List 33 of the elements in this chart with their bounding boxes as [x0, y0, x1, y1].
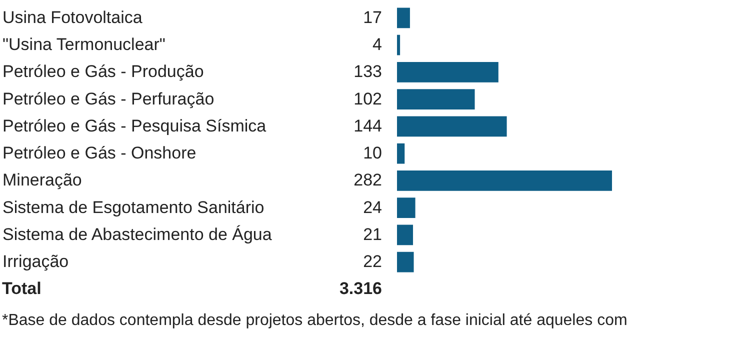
data-label: 282: [354, 170, 382, 190]
bar: [397, 116, 507, 137]
bar: [397, 224, 414, 246]
data-label: 144: [354, 116, 382, 136]
bar: [397, 62, 498, 82]
bar: [397, 8, 410, 28]
y-tick-label: Petróleo e Gás - Produção: [2, 62, 204, 82]
data-label: 22: [363, 252, 382, 272]
data-label: 17: [363, 8, 382, 27]
y-tick-label: Usina Fotovoltaica: [2, 8, 143, 27]
y-tick-label: Petróleo e Gás - Perfuração: [2, 89, 214, 108]
data-label: 133: [354, 62, 382, 82]
y-tick-label: Sistema de Abastecimento de Água: [2, 224, 272, 244]
y-tick-label: Petróleo e Gás - Onshore: [2, 144, 196, 163]
data-label: 10: [363, 144, 382, 163]
text: Total: [2, 279, 42, 298]
y-tick-label: Sistema de Esgotamento Sanitário: [2, 198, 264, 217]
y-tick-label: Mineração: [2, 170, 82, 190]
bar: [397, 34, 400, 56]
data-label: 4: [372, 35, 382, 54]
bar: [397, 143, 405, 164]
text: *Base de dados contempla desde projetos abertos, desde a fase inicial até aqueles com: [2, 312, 628, 329]
data-label: 102: [354, 89, 382, 108]
y-tick-label: Irrigação: [2, 252, 69, 272]
bar: [397, 252, 414, 272]
data-label: 21: [363, 224, 382, 244]
y-tick-label: "Usina Termonuclear": [2, 35, 166, 54]
bar: [397, 89, 475, 110]
bar: [397, 170, 612, 191]
bar: [397, 198, 416, 218]
text: 3.316: [339, 279, 382, 298]
y-tick-label: Petróleo e Gás - Pesquisa Sísmica: [2, 116, 267, 136]
data-label: 24: [363, 198, 382, 217]
